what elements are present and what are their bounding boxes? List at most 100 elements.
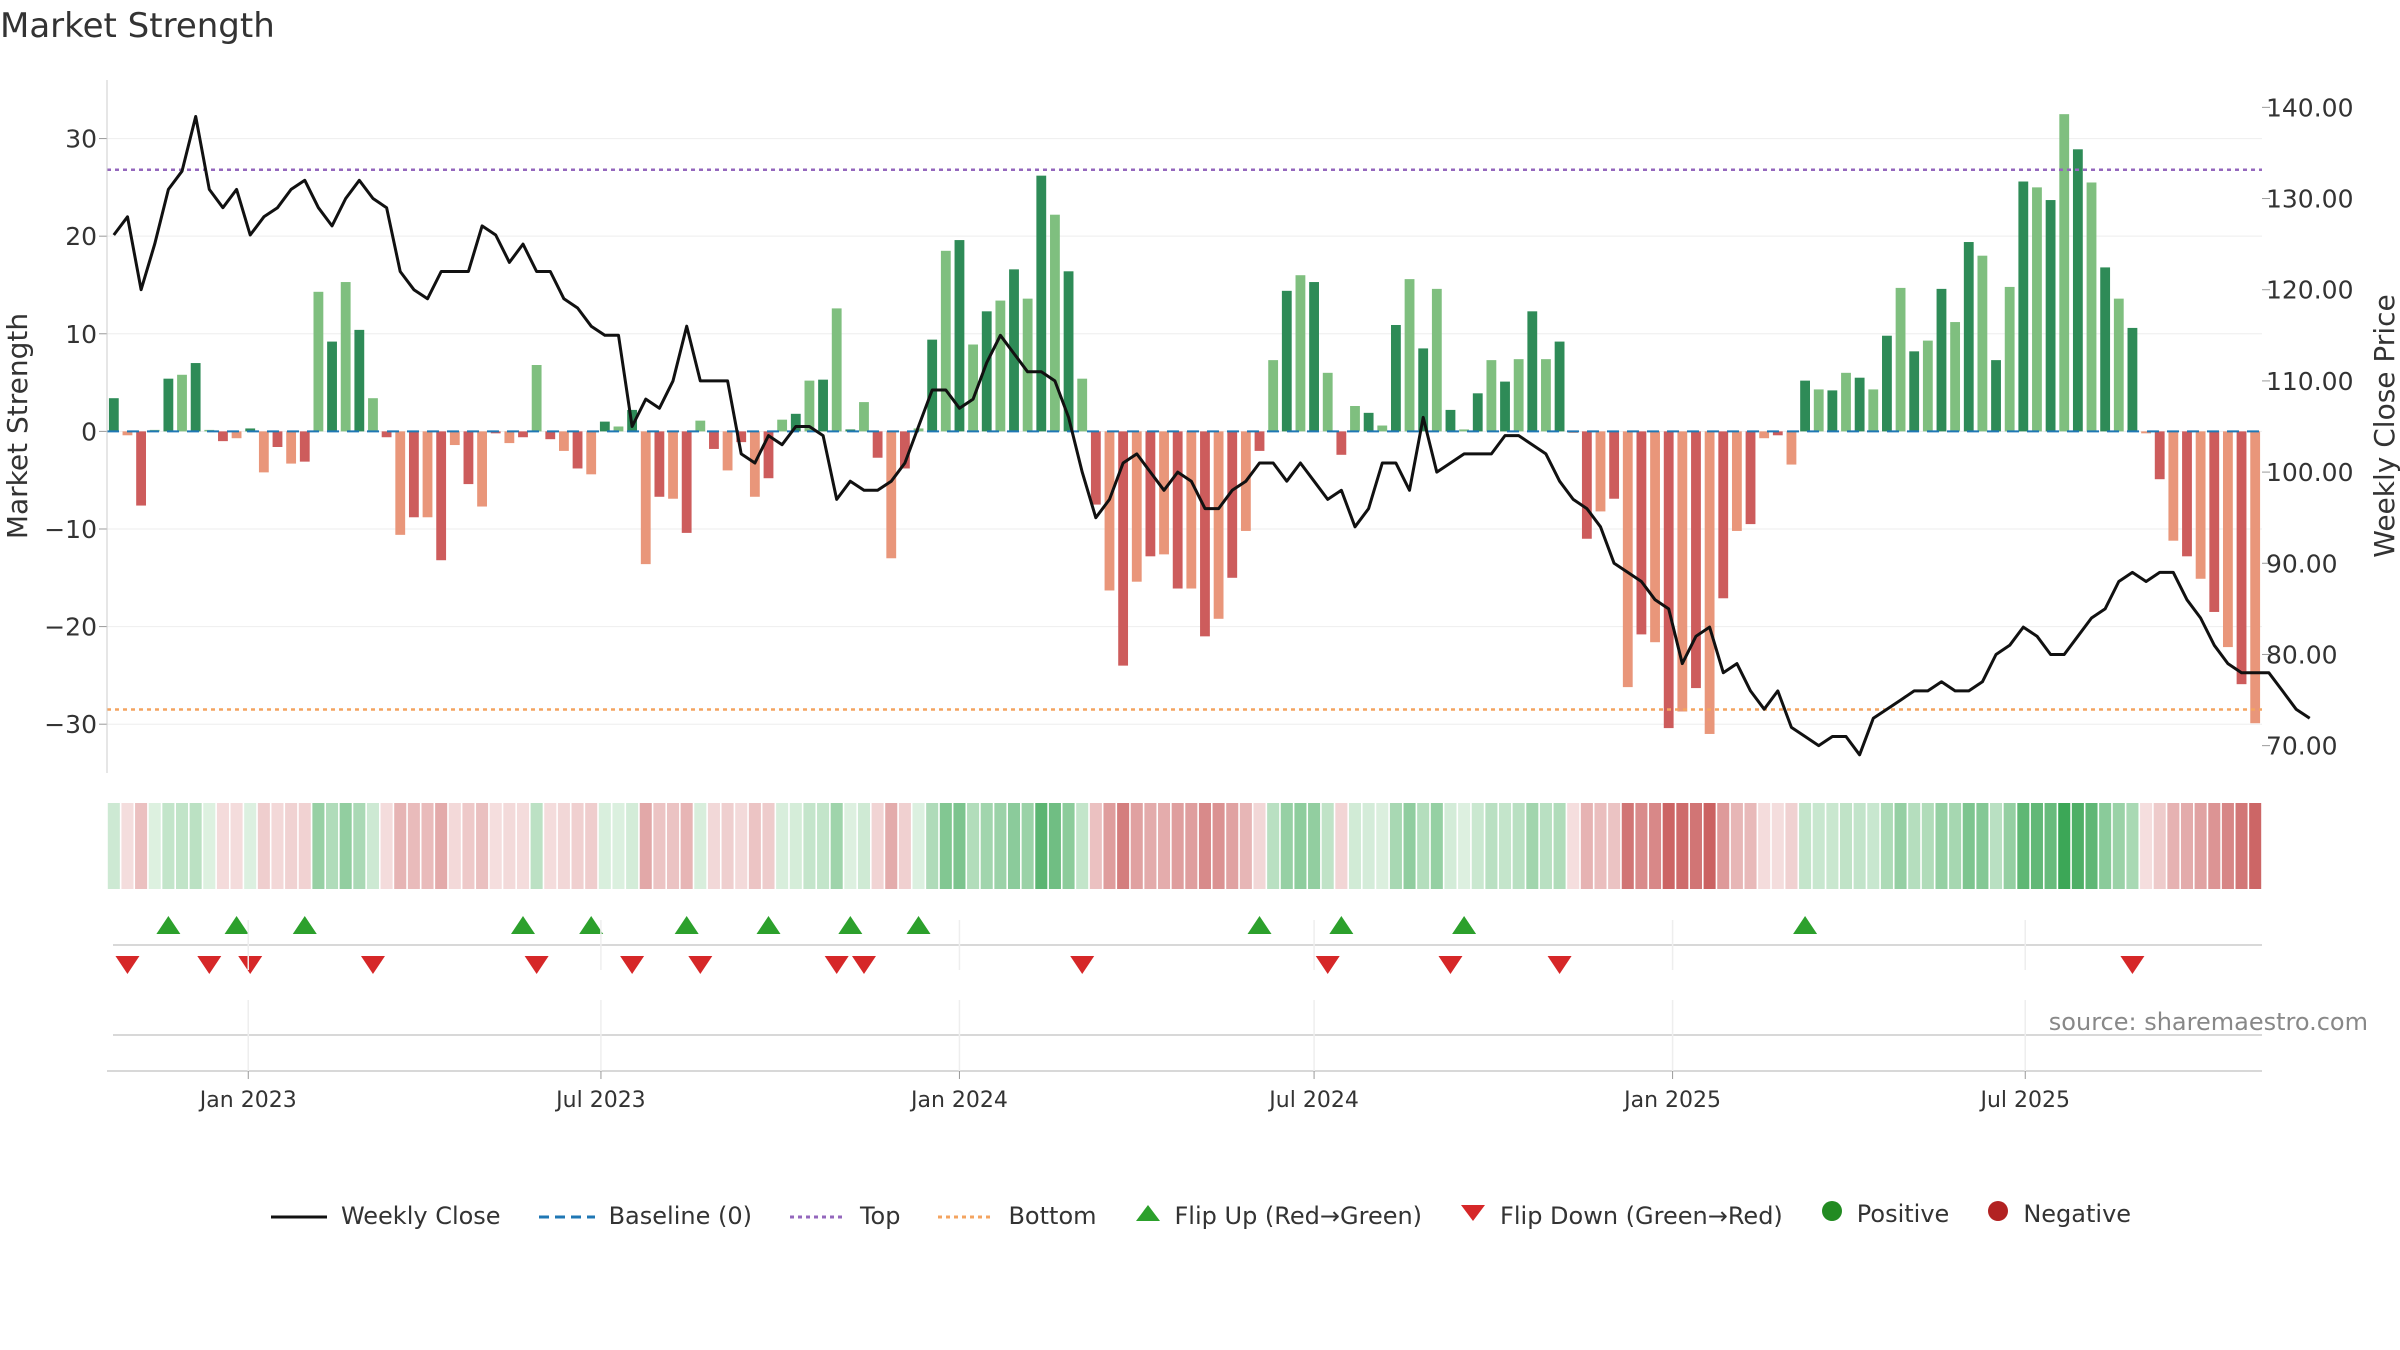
heat-cell [107, 803, 120, 889]
y2-tick-label: 110.00 [2266, 367, 2353, 396]
strength-bar [1636, 431, 1647, 635]
strength-bar [1841, 372, 1851, 432]
strength-bar [1759, 431, 1770, 439]
strength-bar [340, 282, 351, 432]
strength-bar [1922, 340, 1933, 432]
strength-bar [2127, 327, 2138, 432]
strength-bar [1609, 431, 1620, 499]
strength-bar [1459, 429, 1470, 432]
heat-cell [1839, 803, 1853, 889]
legend-label: Weekly Close [340, 1202, 501, 1230]
heat-cell [1935, 803, 1948, 889]
heat-cell [639, 803, 652, 889]
heat-cell [394, 803, 407, 889]
heat-cell [1253, 803, 1266, 889]
heat-cell [148, 803, 161, 889]
flip-up-marker [224, 916, 249, 934]
heat-cell [216, 803, 229, 889]
strength-bar [436, 431, 447, 561]
heat-cell [1458, 803, 1471, 889]
strength-bar [872, 431, 883, 458]
strength-bar [1745, 431, 1756, 525]
strength-bar [1309, 282, 1319, 432]
strength-bar [709, 431, 719, 449]
x-tick-label: Jul 2023 [554, 1088, 646, 1113]
x-tick-label: Jul 2025 [1978, 1088, 2070, 1113]
y-tick-label: 30 [65, 125, 97, 154]
heat-cell [1826, 803, 1839, 889]
x-tick-label: Jul 2024 [1267, 1088, 1359, 1113]
strength-bar [2086, 182, 2097, 432]
strength-bar [2072, 149, 2083, 432]
strength-bar [2032, 187, 2042, 432]
strength-bar [1813, 389, 1824, 432]
flip-up-marker [579, 916, 604, 934]
flip-up-marker [1247, 916, 1272, 934]
strength-bar [1977, 255, 1988, 432]
legend-item-negative: Negative [1985, 1198, 2131, 1230]
heat-cell [1267, 803, 1280, 889]
heat-cell [489, 803, 502, 889]
strength-bar [899, 431, 910, 469]
y-tick-label: 20 [65, 222, 97, 251]
strength-bar [790, 413, 801, 432]
strength-bar [1431, 288, 1442, 432]
legend-item-top: Top [788, 1202, 900, 1230]
y2-tick-labels: 70.00 80.00 90.00 100.00 110.00 120.00 130.00 1… [2266, 93, 2353, 760]
strength-bar [177, 374, 187, 432]
heat-cell [1662, 803, 1675, 889]
strength-bar [886, 431, 897, 559]
strength-bar [531, 365, 542, 432]
weekly-close-line [112, 115, 2311, 757]
heat-cell [1185, 803, 1198, 889]
heat-cell [2180, 803, 2194, 889]
heat-cell [1308, 803, 1321, 889]
heat-cell [1348, 803, 1362, 889]
heat-cell [1076, 803, 1089, 889]
strength-bar [1554, 341, 1565, 432]
heat-cell [189, 803, 202, 889]
heat-cell [1485, 803, 1498, 889]
legend-item-baseline: Baseline (0) [537, 1202, 752, 1230]
strength-bar [1227, 431, 1238, 578]
heat-cell [516, 803, 530, 889]
strength-bar [1363, 412, 1374, 432]
strength-bar [1036, 175, 1047, 432]
heat-cell [1894, 803, 1907, 889]
heat-cell [530, 803, 543, 889]
heat-cell [2030, 803, 2043, 889]
heat-cell [585, 803, 598, 889]
flip-down-marker [1315, 956, 1340, 974]
strength-bar [1418, 348, 1429, 432]
heat-cell [1321, 803, 1334, 889]
heat-cell [285, 803, 298, 889]
heat-cell [135, 803, 148, 889]
strength-bar [2209, 431, 2220, 612]
legend-swatch [1819, 1198, 1845, 1230]
heat-cell [1539, 803, 1552, 889]
strength-bar [2141, 431, 2151, 434]
heat-cell [1812, 803, 1825, 889]
legend-item-close: Weekly Close [269, 1202, 501, 1230]
strength-bar [504, 431, 515, 444]
heat-cell [462, 803, 475, 889]
heat-cell [571, 803, 584, 889]
strength-bar [818, 379, 828, 432]
strength-bar [136, 431, 147, 506]
heat-cell [2221, 803, 2234, 889]
heat-cell [2003, 803, 2016, 889]
strength-bar [1827, 390, 1838, 432]
strength-bar [2222, 431, 2233, 648]
heat-cell [1430, 803, 1443, 889]
heat-cell [2208, 803, 2221, 889]
heat-cell [1294, 803, 1307, 889]
y2-axis-label: Weekly Close Price [2368, 294, 2400, 557]
strength-bar [163, 378, 174, 432]
strength-bar [1595, 431, 1606, 512]
strength-bar [299, 431, 310, 462]
heat-cell [1771, 803, 1784, 889]
strength-bar [1336, 431, 1347, 455]
legend-swatch [269, 1202, 329, 1230]
heat-cell [1567, 803, 1580, 889]
